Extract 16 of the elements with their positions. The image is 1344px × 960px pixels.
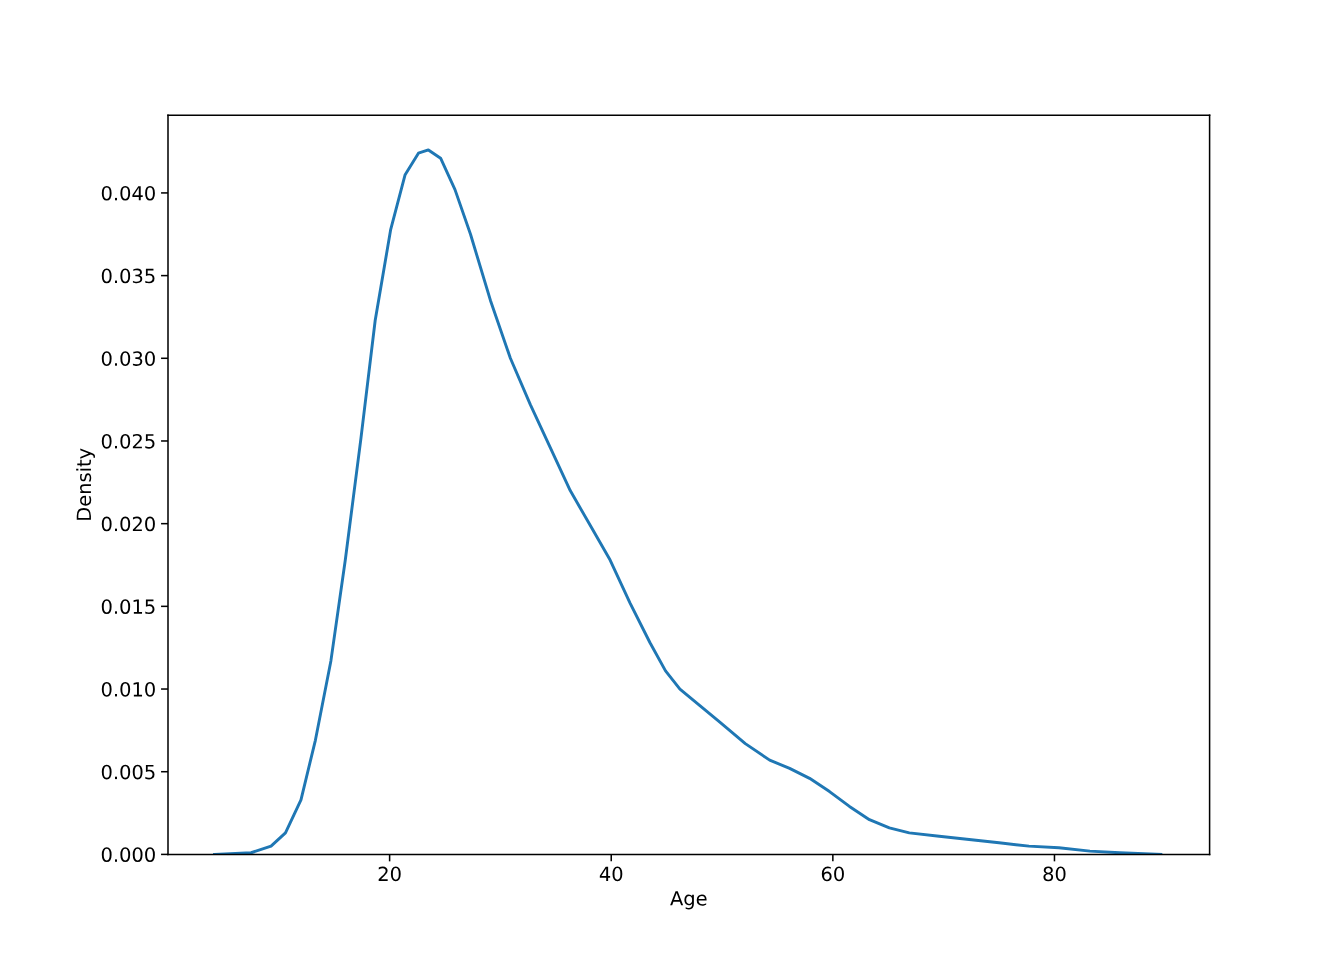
y-tick-label: 0.005 (101, 764, 155, 780)
x-axis-title: Age (670, 891, 707, 910)
x-tick-label: 80 (1043, 866, 1066, 882)
y-axis-title: Density (76, 448, 95, 520)
y-tick-label: 0.040 (101, 185, 155, 201)
x-tick-label: 40 (599, 866, 623, 882)
y-tick-label: 0.020 (101, 516, 155, 532)
x-tick-label: 60 (821, 866, 844, 882)
line-series (213, 148, 1163, 855)
y-tick-label: 0.010 (101, 681, 155, 697)
y-tick-label: 0.030 (101, 351, 155, 366)
x-tick-label: 20 (378, 866, 401, 882)
y-tick-label: 0.035 (101, 268, 155, 284)
y-tick-label: 0.015 (101, 599, 155, 615)
y-tick-label: 0.025 (101, 433, 155, 449)
y-tick-label: 0.000 (101, 847, 155, 863)
